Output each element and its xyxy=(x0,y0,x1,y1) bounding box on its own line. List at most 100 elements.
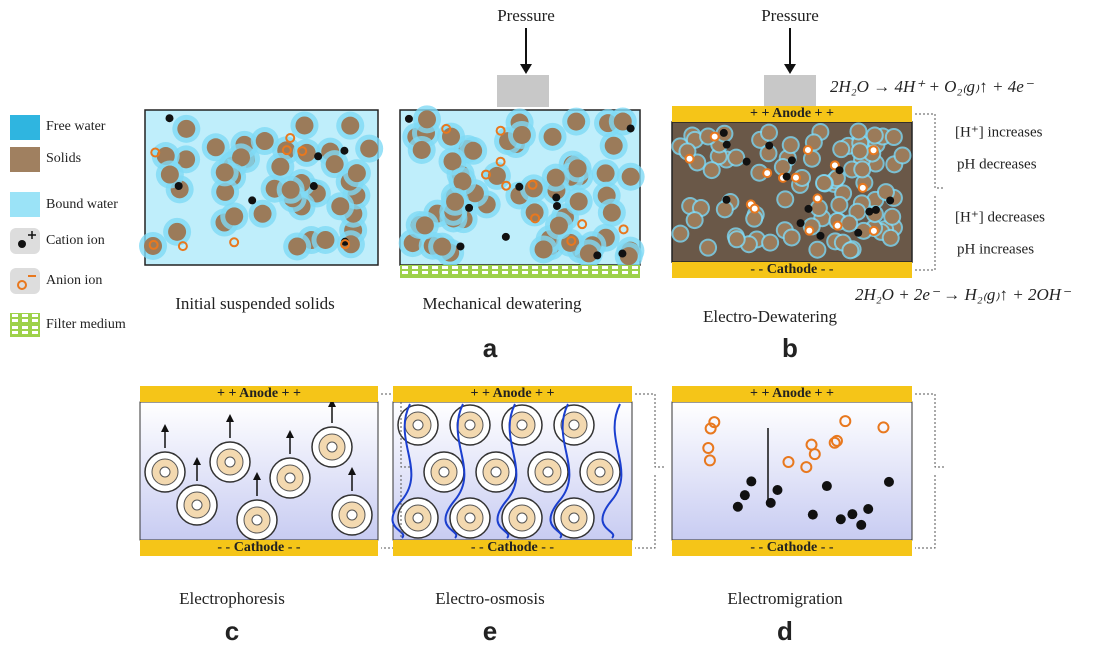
colloid-core xyxy=(251,514,263,526)
solid-particle xyxy=(867,128,882,143)
cation xyxy=(742,157,751,166)
anode-bar xyxy=(393,386,632,402)
cation xyxy=(456,242,465,251)
solid-particle xyxy=(832,197,847,212)
cation xyxy=(732,501,743,512)
anion xyxy=(297,146,308,157)
cation xyxy=(772,484,783,495)
anion xyxy=(495,125,506,136)
anion xyxy=(527,179,538,190)
solid-particle xyxy=(232,148,251,167)
solid-particle xyxy=(225,207,244,226)
anion xyxy=(832,220,843,231)
cation xyxy=(871,205,880,214)
anode-bar xyxy=(140,386,378,402)
icon-cation xyxy=(10,228,40,254)
icon-solids xyxy=(10,147,40,172)
solid-particle xyxy=(886,130,901,145)
decoration xyxy=(10,28,913,541)
cathode-label: - - Cathode - - xyxy=(471,540,555,555)
panel-letter: a xyxy=(483,333,498,363)
colloid-core xyxy=(284,472,296,484)
solid-particle xyxy=(543,127,562,146)
cation xyxy=(883,476,894,487)
colloid-core xyxy=(516,512,528,524)
cathode-bar xyxy=(140,540,378,556)
field-bg xyxy=(671,401,913,541)
solid-particle xyxy=(816,176,831,191)
anion xyxy=(177,241,188,252)
anion xyxy=(857,182,868,193)
anion xyxy=(285,133,296,144)
cation xyxy=(796,219,805,228)
solid-particle xyxy=(850,204,865,219)
anion xyxy=(618,224,629,235)
legend-label: Bound water xyxy=(46,197,118,212)
solid-particle xyxy=(418,110,437,129)
solid-particle xyxy=(206,138,225,157)
solid-particle xyxy=(596,164,615,183)
arrow-head xyxy=(520,64,532,74)
arrow-head xyxy=(784,64,796,74)
legend-label: Free water xyxy=(46,119,106,134)
anion xyxy=(703,454,716,467)
solid-particle xyxy=(895,148,910,163)
solid-particle xyxy=(433,237,452,256)
dashed-bracket xyxy=(915,113,945,271)
anion xyxy=(441,123,452,134)
cation xyxy=(739,490,750,501)
solid-particle xyxy=(568,159,587,178)
solid-particle xyxy=(811,201,826,216)
cation xyxy=(465,203,474,212)
solid-particle xyxy=(602,203,621,222)
solid-particle xyxy=(843,243,858,258)
cathode-bar xyxy=(672,540,912,556)
anion xyxy=(566,235,577,246)
anion xyxy=(495,156,506,167)
colloid-core xyxy=(326,441,338,453)
solid-particle xyxy=(613,112,632,131)
solid-particle xyxy=(747,211,762,226)
solid-particle xyxy=(569,192,588,211)
solid-particle xyxy=(215,163,234,182)
cation xyxy=(552,193,561,202)
colloid-core xyxy=(159,466,171,478)
cation xyxy=(722,195,731,204)
anion xyxy=(782,456,795,469)
cation xyxy=(340,146,349,155)
cation xyxy=(807,509,818,520)
panel-letter: d xyxy=(777,616,793,645)
cation xyxy=(719,128,728,137)
solid-particle xyxy=(446,192,465,211)
solid-particle xyxy=(144,236,163,255)
caption: Electro-Dewatering xyxy=(703,307,838,326)
cation xyxy=(552,201,561,210)
solid-particle xyxy=(784,230,799,245)
colloid-core xyxy=(516,419,528,431)
solid-particle xyxy=(177,150,196,169)
anion xyxy=(808,448,821,461)
colloid-core xyxy=(346,509,358,521)
icon-cation-dot xyxy=(18,240,26,248)
cathode-bar xyxy=(672,262,912,278)
anion xyxy=(790,172,801,183)
solid-particle xyxy=(347,164,366,183)
solid-particle xyxy=(878,185,893,200)
solid-particle xyxy=(360,139,379,158)
anion xyxy=(762,168,773,179)
anion xyxy=(800,461,813,474)
solid-particle xyxy=(701,240,716,255)
cation xyxy=(515,182,524,191)
osmotic-flow xyxy=(391,403,413,539)
anion xyxy=(577,219,588,230)
cation xyxy=(722,140,731,149)
anion xyxy=(229,237,240,248)
solid-particle xyxy=(443,152,462,171)
solid-particle xyxy=(168,222,187,241)
equation: 2H₂O + 2e⁻ → H₂₍g₎↑ + 2OH⁻ xyxy=(855,285,1072,304)
annotation: [H⁺] decreases xyxy=(955,209,1045,225)
anion xyxy=(868,225,879,236)
solid-particle xyxy=(325,155,344,174)
